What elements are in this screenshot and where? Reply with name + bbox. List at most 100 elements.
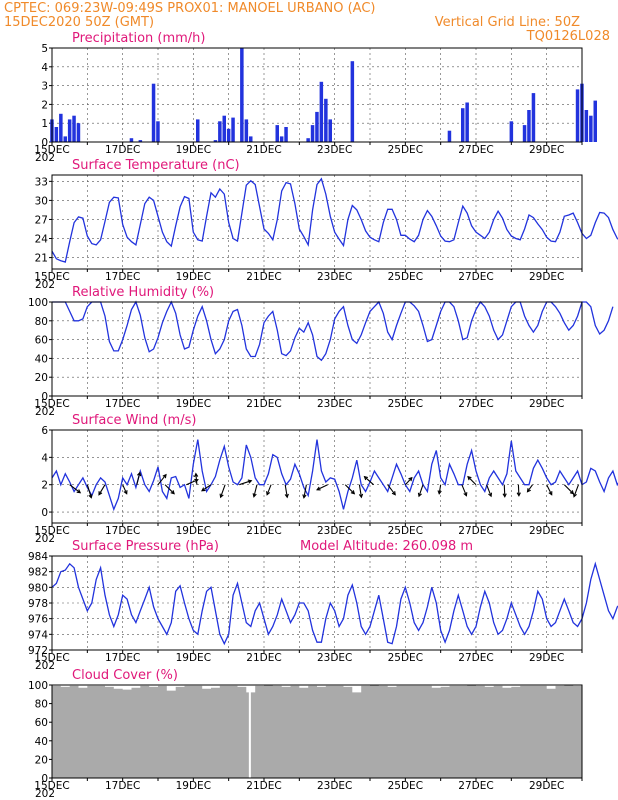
precip-bar <box>589 115 593 142</box>
wind-arrow-head <box>467 475 472 481</box>
x-tick-label: 29DEC <box>529 780 564 792</box>
precip-bar <box>527 110 531 142</box>
precip-bar <box>240 48 244 142</box>
x-tick-label: 17DEC <box>105 398 140 410</box>
wind-arrow-head <box>572 493 577 498</box>
y-tick-label: 40 <box>35 736 48 748</box>
panel-precip: Precipitation (mm/h) 0 1 2 3 4 5 15DEC 17DEC 19DE… <box>34 31 597 164</box>
wind-arrow-head <box>76 489 82 494</box>
y-tick-label: 100 <box>28 297 48 309</box>
precip-bar <box>244 119 249 142</box>
wind-arrow-head <box>502 493 507 498</box>
y-tick-label: 974 <box>28 629 48 641</box>
pressure-line <box>51 561 618 646</box>
temp-line <box>51 177 618 263</box>
precip-bar <box>584 110 589 142</box>
wind-arrow-shaft <box>201 484 212 492</box>
wind-arrow-shaft <box>527 484 533 493</box>
y-tick-label: 33 <box>35 176 48 188</box>
x-tick-label: 23DEC <box>317 398 352 410</box>
precip-bar <box>509 121 514 142</box>
wind-arrow-shaft <box>253 484 258 497</box>
x-tick-label: 15DEC <box>34 398 69 410</box>
panel-wind: Surface Wind (m/s) 0 2 4 6 15DEC 17DEC 19DEC 21D… <box>34 413 618 545</box>
year-fragment: 202 <box>35 660 55 672</box>
y-tick-label: 0 <box>41 137 48 149</box>
panel-temp: Surface Temperature (nC) 21 24 27 30 33 15DEC 1… <box>34 158 618 291</box>
precip-bar <box>531 93 536 142</box>
grid-line-note: Vertical Grid Line: 50Z <box>435 15 580 30</box>
precip-bar <box>226 128 231 142</box>
wind-arrow-shaft <box>284 484 288 498</box>
wind-arrow-head <box>516 492 521 497</box>
wind-arrow-head <box>350 490 356 495</box>
x-tick-label: 19DEC <box>176 652 211 664</box>
wind-arrow-head <box>463 492 468 497</box>
panel-rh: Relative Humidity (%) 0 20 40 60 80 100 15DEC 17… <box>28 285 614 418</box>
wind-arrow-head <box>252 493 257 498</box>
year-fragment: 202 <box>35 788 55 800</box>
y-tick-label: 982 <box>28 567 48 579</box>
y-tick-label: 24 <box>35 234 49 246</box>
y-tick-label: 4 <box>41 62 48 74</box>
date-label: 15DEC2020 50Z (GMT) <box>4 15 154 30</box>
precip-bar <box>72 115 76 142</box>
x-tick-label: 17DEC <box>105 780 140 792</box>
wind-arrow-shaft <box>438 484 442 494</box>
x-tick-label: 25DEC <box>388 144 423 156</box>
wind-arrow-shaft <box>358 484 362 498</box>
panels: Precipitation (mm/h) 0 1 2 3 4 5 15DEC 17DEC 19DE… <box>28 31 618 800</box>
precip-bar <box>461 108 465 142</box>
rh-line <box>52 300 614 362</box>
y-tick-label: 6 <box>41 425 48 437</box>
wind-arrow-shaft <box>220 484 226 498</box>
header: CPTEC: 069:23W-09:49S PROX01: MANOEL URB… <box>4 1 610 44</box>
x-tick-label: 17DEC <box>105 525 140 537</box>
wind-arrow-head <box>162 473 167 479</box>
wind-arrow-shaft <box>316 484 328 491</box>
wind-arrow-shaft <box>239 480 252 486</box>
x-tick-label: 23DEC <box>317 144 352 156</box>
wind-arrow-shaft <box>546 484 553 495</box>
panel-frame <box>51 684 583 779</box>
y-tick-label: 2 <box>41 99 48 111</box>
wind-arrow-shaft <box>136 472 141 485</box>
wind-arrow-shaft <box>86 484 92 498</box>
y-tick-label: 978 <box>28 598 48 610</box>
wind-arrow-head <box>170 490 175 495</box>
wind-arrow-head <box>136 471 142 477</box>
x-tick-label: 15DEC <box>34 144 69 156</box>
y-tick-label: 3 <box>41 81 48 93</box>
x-tick-label: 27DEC <box>458 525 493 537</box>
y-tick-label: 972 <box>28 645 48 657</box>
y-tick-label: 1 <box>41 118 48 130</box>
y-tick-label: 4 <box>41 452 48 464</box>
x-tick-label: 25DEC <box>388 398 423 410</box>
wind-arrow-shaft <box>303 484 307 498</box>
x-tick-label: 15DEC <box>34 780 69 792</box>
precip-bar <box>319 81 324 142</box>
wind-arrow-head <box>391 491 396 496</box>
wind-arrow-shaft <box>98 484 106 495</box>
x-tick-label: 19DEC <box>176 271 211 283</box>
precip-bar <box>575 89 580 142</box>
y-tick-label: 980 <box>28 582 48 594</box>
y-tick-label: 0 <box>41 391 48 403</box>
y-tick-label: 2 <box>41 480 48 492</box>
y-tick-label: 20 <box>35 372 48 384</box>
y-tick-label: 100 <box>28 680 48 692</box>
wind-arrow-shaft <box>364 476 374 486</box>
y-tick-label: 40 <box>35 353 48 365</box>
x-tick-label: 17DEC <box>105 652 140 664</box>
wind-arrow-shaft <box>418 484 424 497</box>
y-tick-label: 27 <box>35 214 48 226</box>
x-tick-label: 27DEC <box>458 780 493 792</box>
x-tick-label: 25DEC <box>388 780 423 792</box>
precip-bar <box>350 61 355 143</box>
wind-arrow-shaft <box>69 484 81 494</box>
y-tick-label: 984 <box>28 551 48 563</box>
cloud-area <box>52 685 582 778</box>
panel-frame <box>51 555 583 651</box>
panel-frame <box>51 429 583 524</box>
